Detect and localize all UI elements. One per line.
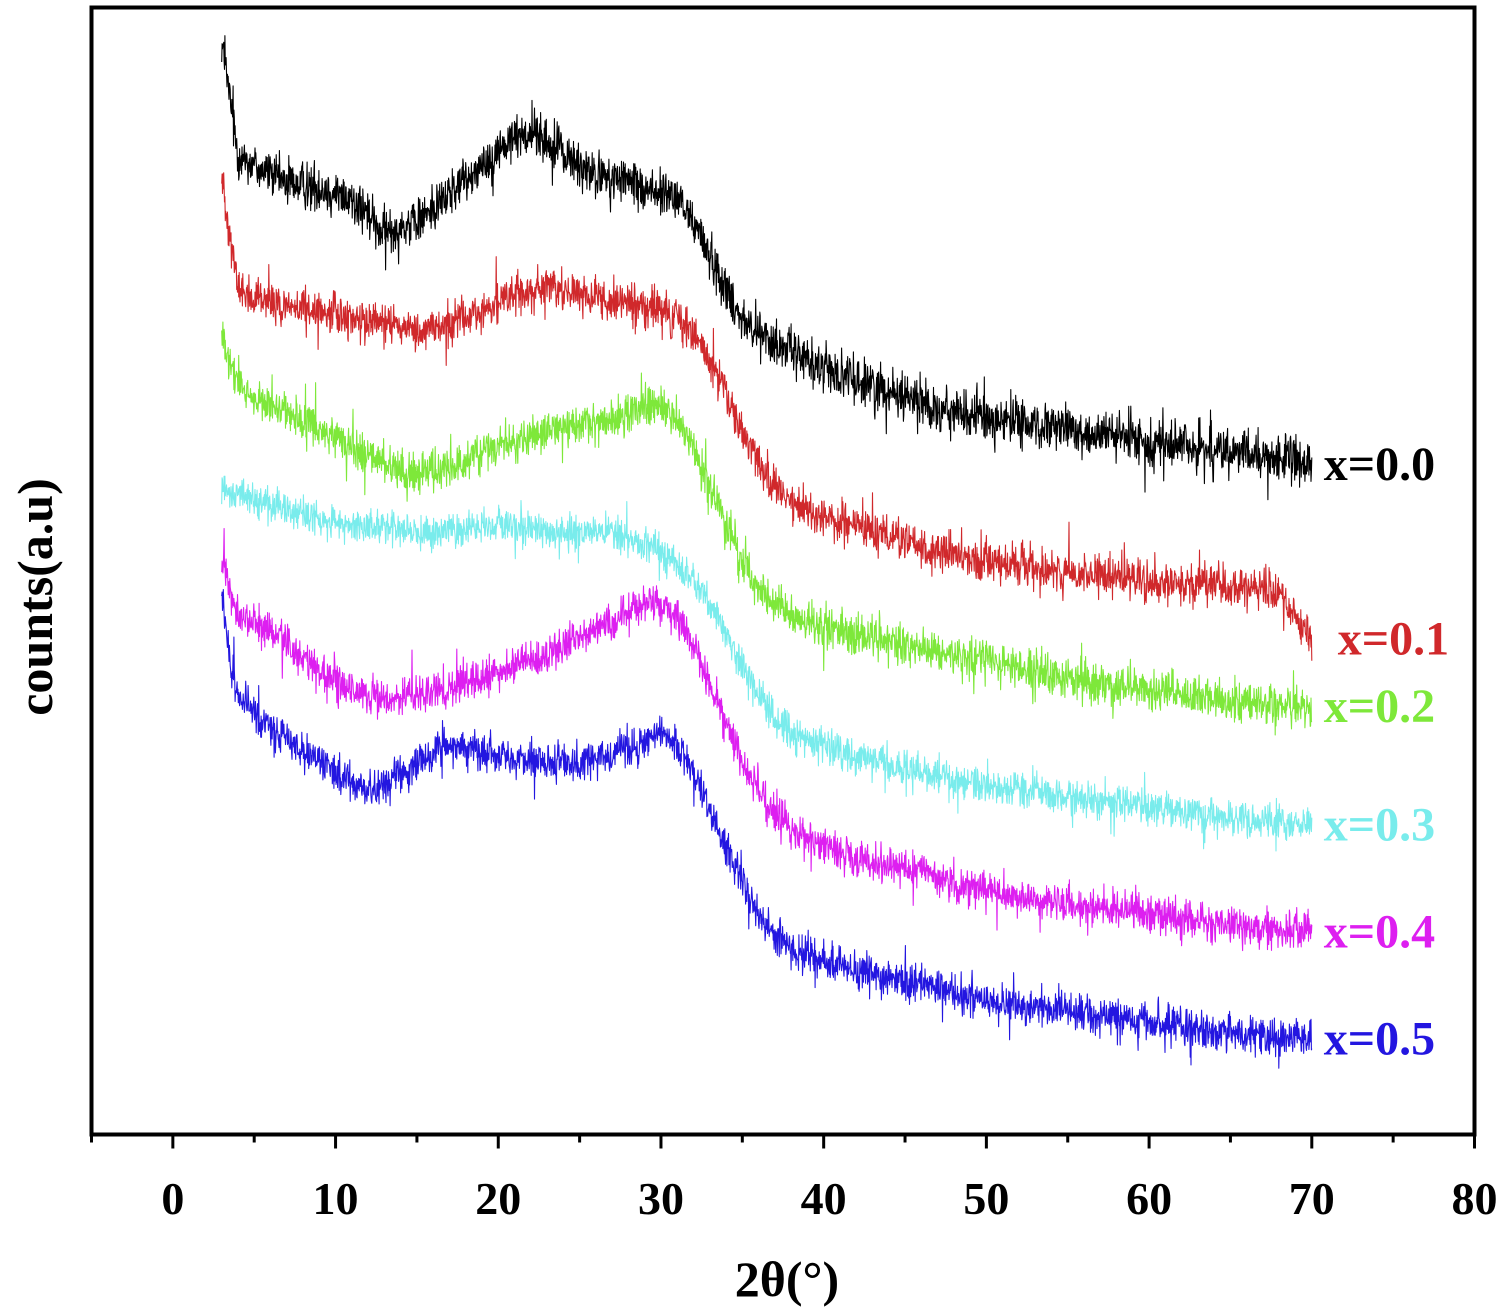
series-line-x03 xyxy=(221,475,1313,852)
series-line-x04 xyxy=(221,527,1313,952)
y-axis-title: counts(a.u) xyxy=(7,478,63,716)
series-label-x01: x=0.1 xyxy=(1338,613,1449,666)
series-line-x01 xyxy=(221,172,1313,661)
series-line-x05 xyxy=(221,588,1313,1069)
x-axis-tick-labels: 0 10 20 30 40 50 60 70 80 xyxy=(161,1173,1497,1224)
x-tick-label: 80 xyxy=(1452,1173,1498,1224)
x-tick-label: 70 xyxy=(1289,1173,1335,1224)
series-label-x05: x=0.5 xyxy=(1324,1013,1435,1066)
x-axis-ticks xyxy=(90,1134,1476,1149)
series-line-x00 xyxy=(221,35,1313,501)
x-tick-label: 40 xyxy=(801,1173,847,1224)
x-tick-label: 30 xyxy=(638,1173,684,1224)
x-axis-title: 2θ(°) xyxy=(735,1251,839,1307)
series-label-x02: x=0.2 xyxy=(1324,680,1435,733)
x-tick-label: 0 xyxy=(161,1173,184,1224)
x-tick-label: 20 xyxy=(475,1173,521,1224)
series-line-x02 xyxy=(221,321,1313,736)
x-tick-label: 60 xyxy=(1126,1173,1172,1224)
series-label-x00: x=0.0 xyxy=(1324,438,1435,491)
x-tick-label: 10 xyxy=(313,1173,359,1224)
series-label-x04: x=0.4 xyxy=(1324,906,1435,959)
series-label-x03: x=0.3 xyxy=(1324,799,1435,852)
series-labels: x=0.0 x=0.1 x=0.2 x=0.3 x=0.4 x=0.5 xyxy=(1324,438,1449,1066)
plot-frame xyxy=(89,5,1477,1137)
series-layer xyxy=(221,35,1313,1069)
x-tick-label: 50 xyxy=(963,1173,1009,1224)
